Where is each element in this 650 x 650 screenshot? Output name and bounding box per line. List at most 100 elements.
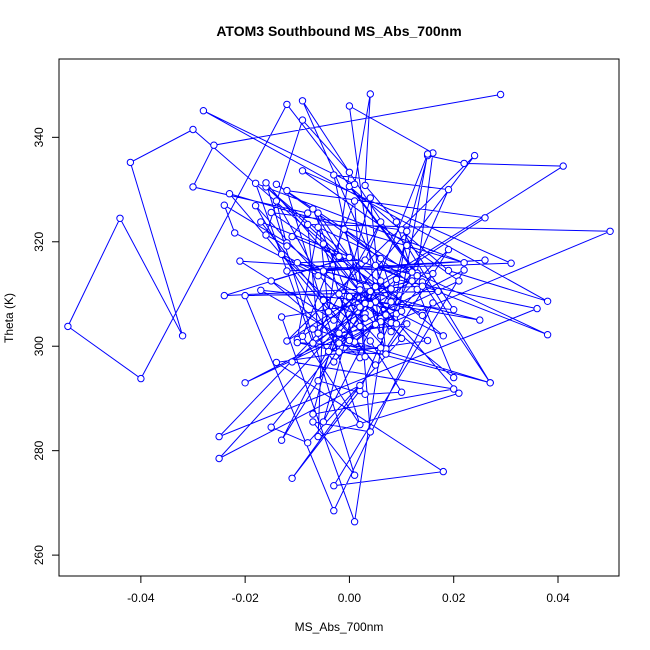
data-point	[267, 277, 275, 285]
data-point	[377, 218, 385, 226]
data-point	[371, 283, 380, 291]
data-point	[277, 250, 286, 259]
data-point	[408, 277, 416, 285]
data-point	[356, 381, 364, 390]
data-point	[418, 282, 427, 290]
data-point	[283, 337, 291, 345]
data-point	[366, 428, 374, 436]
data-point	[356, 303, 364, 311]
x-tick-label: 0.04	[546, 591, 570, 605]
data-point	[309, 205, 317, 213]
data-point	[314, 209, 322, 217]
data-point	[236, 257, 244, 265]
data-point	[309, 418, 317, 426]
data-point	[444, 185, 453, 194]
plot-frame	[58, 58, 620, 577]
data-point	[559, 162, 567, 170]
data-point	[340, 225, 348, 233]
data-point	[324, 308, 333, 316]
data-point	[283, 186, 291, 195]
data-point	[314, 432, 322, 441]
data-point	[277, 436, 286, 444]
data-point	[387, 285, 395, 293]
data-point	[397, 388, 406, 396]
data-point	[377, 277, 385, 285]
data-point	[314, 377, 322, 385]
data-point	[304, 439, 312, 447]
data-point	[309, 325, 317, 333]
data-point	[257, 218, 265, 226]
data-point	[403, 320, 411, 328]
data-point	[288, 474, 296, 482]
x-tick-label: -0.04	[127, 591, 155, 605]
data-point	[319, 296, 328, 304]
data-point	[413, 272, 421, 280]
data-point	[330, 171, 338, 179]
data-point	[403, 241, 411, 250]
data-point	[231, 229, 239, 237]
data-point	[293, 338, 301, 347]
data-point	[241, 291, 249, 300]
y-tick-label: 340	[32, 127, 46, 147]
data-point	[361, 314, 369, 322]
data-point	[387, 327, 395, 336]
data-point	[330, 316, 338, 324]
y-axis: 260 280 300 320 340	[32, 127, 59, 565]
data-point	[345, 168, 354, 177]
data-point	[439, 332, 447, 340]
data-point	[335, 252, 343, 261]
data-point	[335, 329, 343, 337]
y-tick-label: 260	[32, 545, 46, 565]
data-point	[272, 358, 281, 367]
data-point	[251, 179, 260, 188]
y-tick-label: 280	[32, 440, 46, 460]
data-point	[533, 304, 541, 313]
data-point	[361, 256, 369, 264]
data-point	[64, 322, 72, 331]
data-point	[220, 291, 229, 300]
data-point	[460, 259, 468, 267]
data-point	[361, 181, 369, 190]
data-point	[387, 298, 395, 306]
data-point	[486, 379, 494, 387]
data-point	[434, 287, 442, 296]
data-point	[455, 389, 463, 397]
data-point	[350, 197, 359, 205]
data-point	[189, 125, 197, 134]
data-point	[272, 180, 281, 189]
data-point	[283, 267, 291, 275]
data-point	[319, 418, 328, 426]
data-point	[361, 353, 369, 361]
data-point	[293, 259, 301, 267]
data-point	[397, 334, 406, 343]
data-point	[455, 277, 463, 285]
data-point	[397, 307, 406, 315]
x-axis-label: MS_Abs_700nm	[295, 620, 384, 634]
data-point	[267, 208, 275, 217]
data-point	[429, 299, 437, 307]
data-point	[361, 299, 369, 308]
data-point	[366, 337, 374, 345]
data-point	[392, 218, 401, 226]
data-point	[283, 100, 291, 109]
data-point	[382, 350, 390, 358]
data-point	[429, 269, 437, 278]
data-point	[330, 358, 338, 366]
data-point	[215, 432, 223, 441]
data-point	[366, 90, 374, 98]
data-point	[262, 231, 270, 239]
data-point	[408, 268, 416, 276]
data-point	[267, 423, 275, 431]
data-point	[366, 194, 374, 202]
data-point	[361, 390, 369, 398]
data-point	[283, 242, 291, 250]
data-point	[298, 116, 307, 124]
data-point	[481, 256, 489, 264]
data-point	[178, 332, 187, 340]
data-point	[507, 259, 515, 267]
y-tick-label: 300	[32, 336, 46, 356]
series-layer	[64, 90, 614, 526]
data-point	[377, 344, 385, 352]
data-point	[314, 329, 322, 337]
